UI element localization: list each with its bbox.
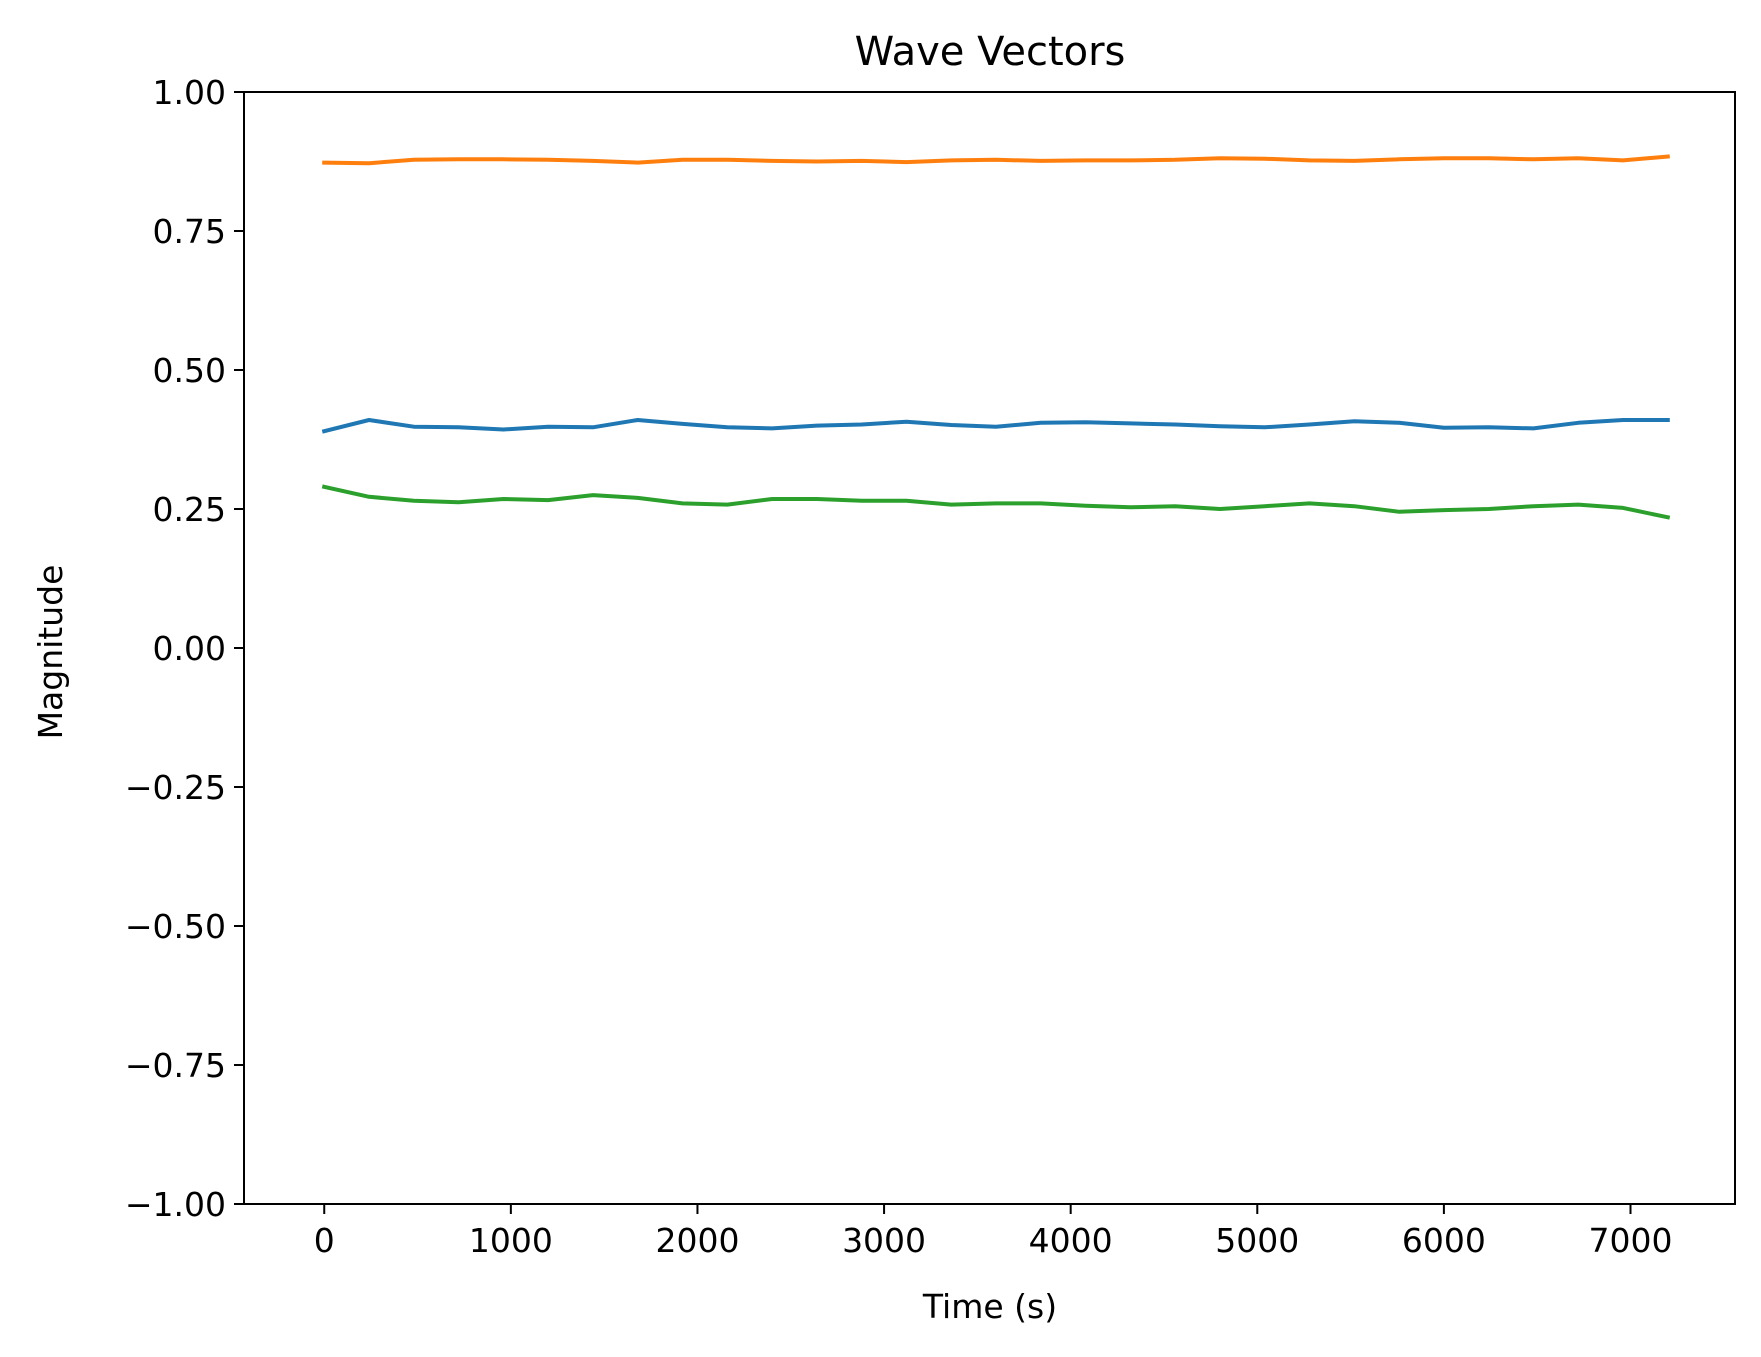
x-tick-label: 1000 <box>469 1221 553 1260</box>
x-axis-ticks: 0 1000 2000 3000 4000 5000 6000 7000 <box>314 1204 1673 1260</box>
y-axis-ticks: −1.00 −0.75 −0.50 −0.25 0.00 0.25 0.50 0.75 1.00 <box>125 73 244 1224</box>
y-tick-label: 0.00 <box>153 629 226 668</box>
chart-title: Wave Vectors <box>855 29 1126 75</box>
x-tick-label: 2000 <box>655 1221 739 1260</box>
x-tick-label: 7000 <box>1589 1221 1673 1260</box>
plot-area <box>244 92 1735 1204</box>
x-tick-label: 5000 <box>1215 1221 1299 1260</box>
y-tick-label: 0.25 <box>153 490 226 529</box>
plot-frame <box>243 91 1736 1205</box>
y-tick-label: −1.00 <box>125 1185 226 1224</box>
y-axis-label: Magnitude <box>31 565 70 740</box>
y-tick-label: −0.25 <box>125 768 226 807</box>
y-tick-label: 1.00 <box>153 73 226 112</box>
y-tick-label: 0.50 <box>153 351 226 390</box>
x-tick-label: 3000 <box>842 1221 926 1260</box>
series-line-2 <box>322 154 1670 166</box>
y-tick-label: −0.75 <box>125 1046 226 1085</box>
x-tick-label: 4000 <box>1029 1221 1113 1260</box>
x-axis-label: Time (s) <box>922 1287 1057 1326</box>
y-tick-label: 0.75 <box>153 212 226 251</box>
x-tick-label: 6000 <box>1402 1221 1486 1260</box>
series-layer <box>321 154 1671 520</box>
x-tick-label: 0 <box>314 1221 335 1260</box>
series-line-1 <box>321 418 1670 434</box>
series-line-3 <box>321 484 1671 520</box>
y-tick-label: −0.50 <box>125 907 226 946</box>
